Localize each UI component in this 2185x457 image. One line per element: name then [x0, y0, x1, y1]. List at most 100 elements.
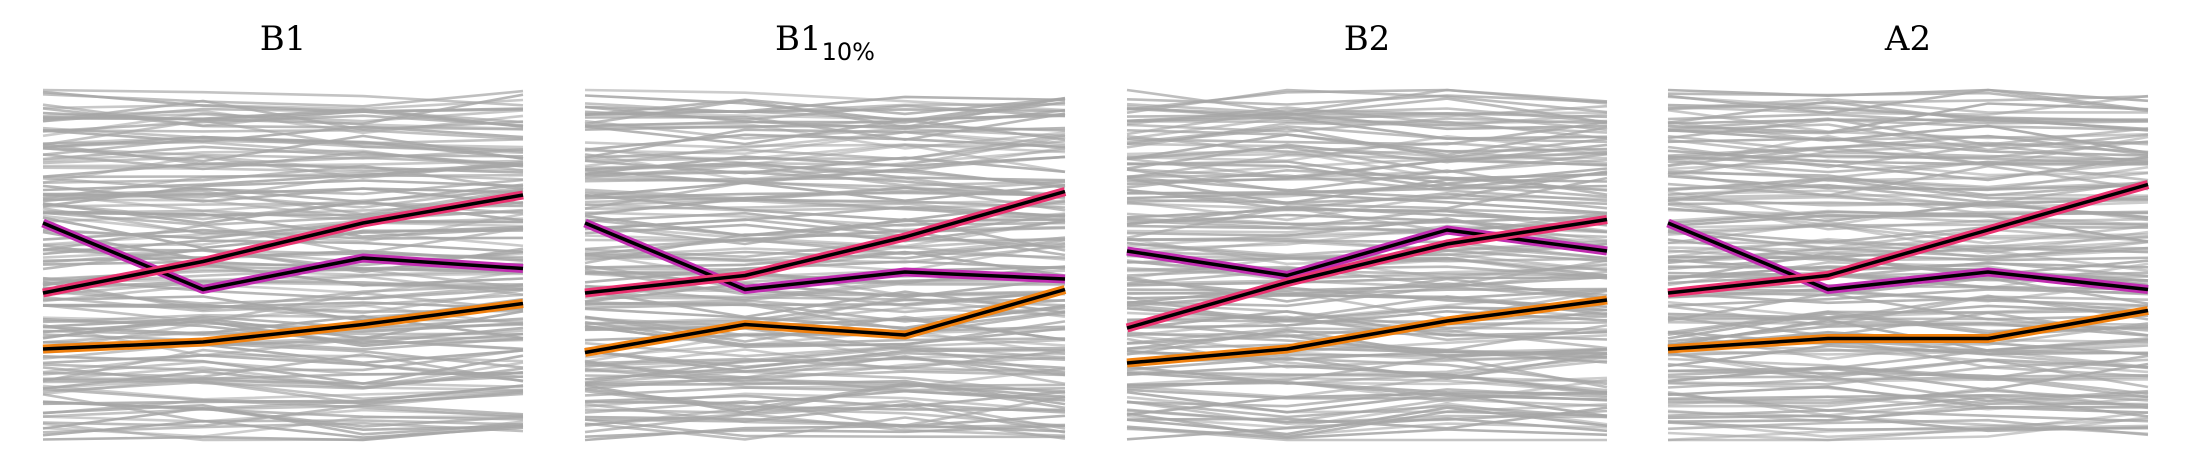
background-line [1126, 402, 1608, 430]
background-line [584, 407, 1066, 428]
background-line [584, 225, 1066, 242]
background-line [42, 375, 524, 385]
background-line [42, 403, 524, 428]
panel-title-a2: A2 [1884, 19, 1931, 59]
background-line [584, 118, 1066, 146]
background-line [584, 211, 1066, 228]
background-line [1126, 352, 1608, 381]
background-line [1126, 321, 1608, 338]
background-line [1667, 164, 2149, 197]
background-line [1126, 120, 1608, 146]
background-line [584, 349, 1066, 370]
background-line [584, 348, 1066, 372]
background-lines-b2 [1126, 88, 1608, 442]
background-line [584, 414, 1066, 442]
background-line [584, 130, 1066, 156]
background-line [42, 147, 524, 160]
background-line [1667, 138, 2149, 159]
background-line [584, 395, 1066, 427]
series-line-1 [42, 221, 524, 292]
background-line [1126, 162, 1608, 190]
background-line [1126, 97, 1608, 124]
background-line [584, 378, 1066, 393]
background-line [1126, 188, 1608, 211]
background-line [1667, 357, 2149, 382]
background-line [1126, 406, 1608, 430]
background-lines-b1 [42, 88, 524, 442]
background-line [1126, 396, 1608, 414]
series-lines-b2 [1125, 215, 1608, 368]
background-line [584, 218, 1066, 238]
background-line [1667, 224, 2149, 245]
background-line [1667, 150, 2149, 176]
background-line [1126, 270, 1608, 289]
background-line [1667, 261, 2149, 279]
background-line [1667, 117, 2149, 147]
background-line [1126, 425, 1608, 440]
background-line [1126, 157, 1608, 179]
background-line [1667, 393, 2149, 400]
background-line [1126, 388, 1608, 400]
background-line [1126, 112, 1608, 131]
background-line [1667, 280, 2149, 303]
panel-title-b1-10pct-sub: 10% [822, 38, 875, 66]
background-line [42, 128, 524, 141]
background-line [1667, 88, 2149, 115]
background-line [42, 293, 524, 313]
panel-title-a2-main: A2 [1884, 19, 1931, 59]
background-line [1667, 349, 2149, 377]
background-line [1126, 289, 1608, 322]
background-line [1126, 315, 1608, 342]
background-line [1126, 347, 1608, 377]
background-line [42, 348, 524, 383]
panel-title-b1-10pct: B110% [775, 19, 875, 66]
background-line [42, 164, 524, 191]
background-line [1667, 304, 2149, 320]
background-line [584, 320, 1066, 347]
series-line-2 [1126, 217, 1608, 330]
background-line [42, 159, 524, 168]
background-line [1667, 395, 2149, 411]
background-line [584, 146, 1066, 175]
background-line [42, 336, 524, 360]
background-line [1667, 155, 2149, 182]
background-line [584, 418, 1066, 439]
background-line [1667, 88, 2149, 103]
background-line [1667, 221, 2149, 245]
panel-title-b1-10pct-main: B1 [775, 19, 822, 59]
background-line [1667, 365, 2149, 386]
series-lines-a2 [1666, 180, 2150, 354]
background-line [42, 207, 524, 235]
series-lines-b1-10pct [583, 187, 1067, 357]
panel-title-b2: B2 [1344, 19, 1391, 59]
series-line-2 [1667, 182, 2149, 295]
background-line [1667, 223, 2149, 255]
background-line [1126, 170, 1608, 200]
background-line [42, 173, 524, 199]
background-line [1126, 276, 1608, 287]
background-lines-a2 [1667, 88, 2149, 442]
background-line [584, 112, 1066, 129]
panel-b1-10pct: B110% [583, 19, 1067, 442]
background-line [584, 211, 1066, 234]
background-line [584, 345, 1066, 367]
background-line [1667, 94, 2149, 117]
background-line [584, 219, 1066, 248]
background-line [584, 402, 1066, 423]
background-line [584, 217, 1066, 252]
background-line [1126, 312, 1608, 323]
background-line [1126, 278, 1608, 300]
background-line [1126, 208, 1608, 229]
background-line [1126, 376, 1608, 399]
background-line [584, 88, 1066, 112]
background-line [42, 155, 524, 180]
background-line [1667, 195, 2149, 207]
series-line-2 [42, 193, 524, 295]
background-line [1126, 308, 1608, 337]
panel-b1: B1 [41, 19, 524, 442]
background-line [1126, 107, 1608, 119]
background-line [1126, 205, 1608, 226]
panel-title-b2-main: B2 [1344, 19, 1391, 59]
background-line [1126, 174, 1608, 203]
